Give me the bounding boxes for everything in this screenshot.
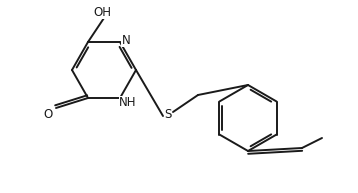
Text: N: N <box>122 34 130 47</box>
Text: NH: NH <box>119 96 137 109</box>
Text: S: S <box>164 108 172 120</box>
Text: OH: OH <box>93 5 111 19</box>
Text: O: O <box>43 108 53 120</box>
